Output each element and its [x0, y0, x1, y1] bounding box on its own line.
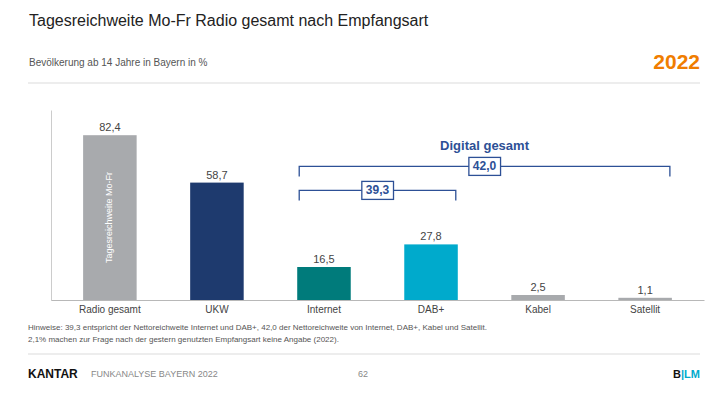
bar — [297, 267, 351, 300]
bracket-label: 39,3 — [366, 183, 390, 197]
footer-brand: KANTAR — [28, 367, 78, 381]
title: Tagesreichweite Mo-Fr Radio gesamt nach … — [29, 12, 429, 29]
category-label: Kabel — [525, 304, 551, 315]
bracket-box — [362, 181, 394, 199]
bracket-label: 42,0 — [473, 159, 497, 173]
category-label: Satellit — [630, 304, 660, 315]
category-label: Internet — [307, 304, 341, 315]
logo-part: |LM — [681, 368, 700, 380]
bar — [511, 295, 565, 300]
footnote: 2,1% machen zur Frage nach der gestern g… — [28, 335, 339, 344]
y-axis — [51, 111, 52, 301]
subtitle: Bevölkerung ab 14 Jahre in Bayern in % — [29, 57, 208, 68]
footer-logo: B|LM — [673, 368, 700, 380]
bracket: 39,3 — [299, 181, 456, 200]
x-tick: DAB+ — [418, 304, 445, 315]
bars — [83, 135, 672, 300]
bar — [190, 183, 244, 300]
footer-page: 62 — [358, 369, 368, 379]
chart: Tagesreichweite Mo-Fr Radio gesamt nach … — [0, 0, 726, 407]
logo-part: B — [673, 368, 681, 380]
data-label: 58,7 — [206, 169, 227, 181]
x-tick: UKW — [205, 304, 229, 315]
separator — [28, 354, 700, 355]
footer-study: FUNKANALYSE BAYERN 2022 — [91, 369, 218, 379]
brackets: 42,0 Digital gesamt 39,3 — [299, 138, 670, 200]
footnote: Hinweise: 39,3 entspricht der Nettoreich… — [28, 323, 487, 332]
x-tick: Radio gesamt — [79, 304, 141, 315]
separator — [28, 83, 700, 84]
y-axis-line — [51, 111, 52, 301]
data-label: 16,5 — [313, 253, 334, 265]
category-label: UKW — [205, 304, 229, 315]
bracket-title: Digital gesamt — [440, 138, 530, 153]
data-label: 1,1 — [637, 284, 652, 296]
data-label: 82,4 — [99, 121, 120, 133]
bracket: 42,0 Digital gesamt — [299, 138, 670, 176]
year: 2022 — [653, 50, 700, 73]
category-label: DAB+ — [418, 304, 445, 315]
x-tick: Kabel — [525, 304, 551, 315]
data-label: 27,8 — [420, 230, 441, 242]
baseline — [52, 300, 705, 301]
bracket-box — [469, 157, 501, 175]
bar-inner-label: Tagesreichweite Mo-Fr — [104, 172, 114, 263]
bar — [618, 298, 672, 300]
x-tick: Internet — [307, 304, 341, 315]
bar — [83, 135, 137, 300]
data-labels: 82,4 58,7 16,5 27,8 2,5 1,1 — [99, 121, 653, 296]
bar — [404, 244, 458, 300]
x-axis: Radio gesamt UKW Internet DAB+ Kabel Satellit — [52, 301, 705, 316]
x-tick: Satellit — [630, 304, 660, 315]
category-label: Radio gesamt — [79, 304, 141, 315]
data-label: 2,5 — [530, 281, 545, 293]
